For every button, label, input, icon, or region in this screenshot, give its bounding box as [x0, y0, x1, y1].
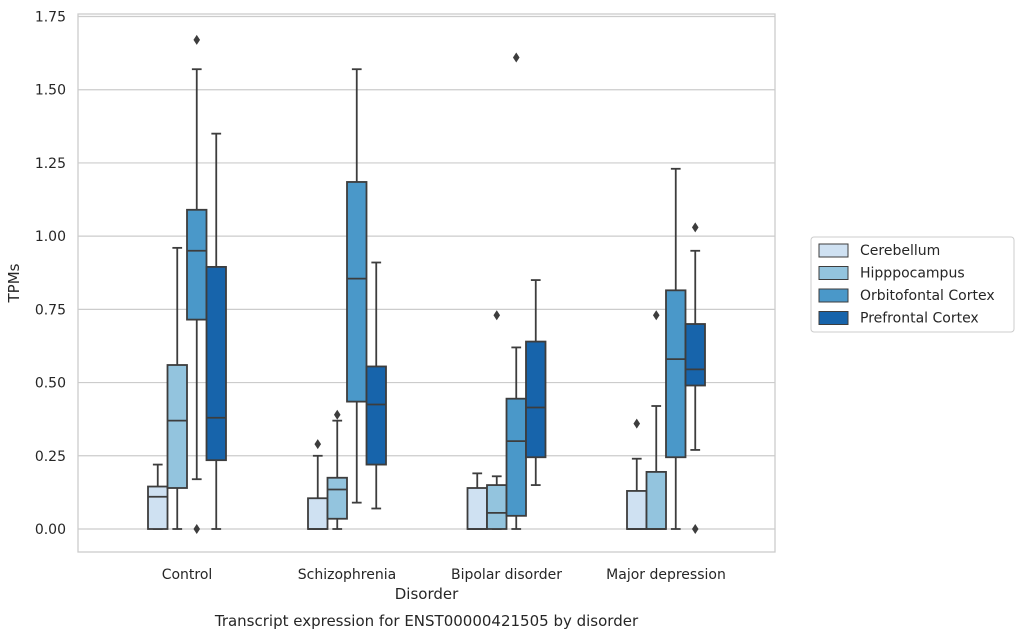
- box-iqr: [466, 487, 488, 530]
- y-tick-label: 0.75: [35, 302, 66, 318]
- y-tick-label: 1.75: [35, 10, 66, 26]
- box-orbitofontal-cortex-major-depression: [665, 167, 687, 530]
- box-orbitofontal-cortex-schizophrenia: [346, 68, 368, 504]
- box-hipppocampus-schizophrenia: [326, 409, 348, 530]
- outlier-point: [333, 409, 341, 420]
- box-hipppocampus-control: [166, 246, 188, 530]
- x-tick-label: Major depression: [606, 567, 726, 583]
- box-prefrontal-cortex-bipolar-disorder: [525, 279, 547, 486]
- box-iqr: [326, 476, 348, 520]
- box-iqr: [166, 364, 188, 489]
- box-iqr: [505, 397, 527, 517]
- y-tick-label: 0.25: [35, 449, 66, 465]
- box-iqr: [665, 289, 687, 459]
- box-iqr: [626, 490, 648, 530]
- legend-swatch: [818, 311, 849, 325]
- x-tick-label: Bipolar disorder: [451, 567, 562, 583]
- y-tick-label: 1.50: [35, 83, 66, 99]
- box-prefrontal-cortex-control: [205, 132, 227, 530]
- box-iqr: [147, 485, 169, 530]
- outlier-point: [493, 310, 501, 321]
- outlier-point: [691, 222, 699, 233]
- legend-label: Prefrontal Cortex: [860, 311, 979, 327]
- y-tick-label: 1.25: [35, 156, 66, 172]
- box-series: [147, 34, 706, 534]
- box-hipppocampus-major-depression: [645, 310, 667, 530]
- box-hipppocampus-bipolar-disorder: [486, 310, 508, 530]
- box-iqr: [186, 208, 208, 321]
- legend-frame: [810, 236, 1015, 333]
- outlier-point: [314, 439, 322, 450]
- legend-label: Cerebellum: [860, 243, 940, 259]
- box-iqr: [365, 365, 387, 466]
- box-iqr: [525, 340, 547, 459]
- legend-label: Orbitofontal Cortex: [860, 288, 995, 304]
- outlier-point: [691, 524, 699, 534]
- x-tick-label: Schizophrenia: [298, 567, 396, 583]
- box-iqr: [307, 497, 329, 530]
- legend-swatch: [818, 288, 849, 303]
- box-prefrontal-cortex-schizophrenia: [365, 261, 387, 510]
- legend: Cerebellum Hipppocampus Orbitofontal Corte…: [810, 236, 1015, 333]
- box-cerebellum-control: [147, 463, 169, 530]
- x-axis-ticks: Control Schizophrenia Bipolar disorder Majo…: [162, 567, 726, 583]
- box-iqr: [346, 181, 368, 403]
- box-iqr: [645, 470, 667, 530]
- box-orbitofontal-cortex-control: [186, 34, 208, 534]
- chart-caption: Transcript expression for ENST0000042150…: [214, 612, 639, 630]
- x-axis-label: Disorder: [395, 585, 459, 603]
- outlier-point: [193, 524, 201, 534]
- y-tick-label: 0.00: [35, 522, 66, 538]
- legend-swatch: [818, 243, 849, 258]
- legend-swatch: [818, 266, 849, 280]
- box-prefrontal-cortex-major-depression: [684, 222, 706, 534]
- x-tick-label: Control: [162, 567, 213, 583]
- y-tick-label: 1.00: [35, 229, 66, 245]
- box-iqr: [684, 323, 706, 387]
- outlier-point: [512, 52, 520, 63]
- box-iqr: [486, 484, 508, 530]
- y-axis-label: TPMs: [5, 263, 23, 303]
- y-tick-label: 0.50: [35, 376, 66, 392]
- y-axis-ticks: 0.00 0.25 0.50 0.75 1.00 1.25 1.50 1.75: [35, 10, 66, 539]
- legend-label: Hipppocampus: [860, 266, 965, 282]
- outlier-point: [633, 418, 641, 429]
- box-iqr: [205, 265, 227, 462]
- outlier-point: [652, 310, 660, 321]
- outlier-point: [193, 34, 201, 45]
